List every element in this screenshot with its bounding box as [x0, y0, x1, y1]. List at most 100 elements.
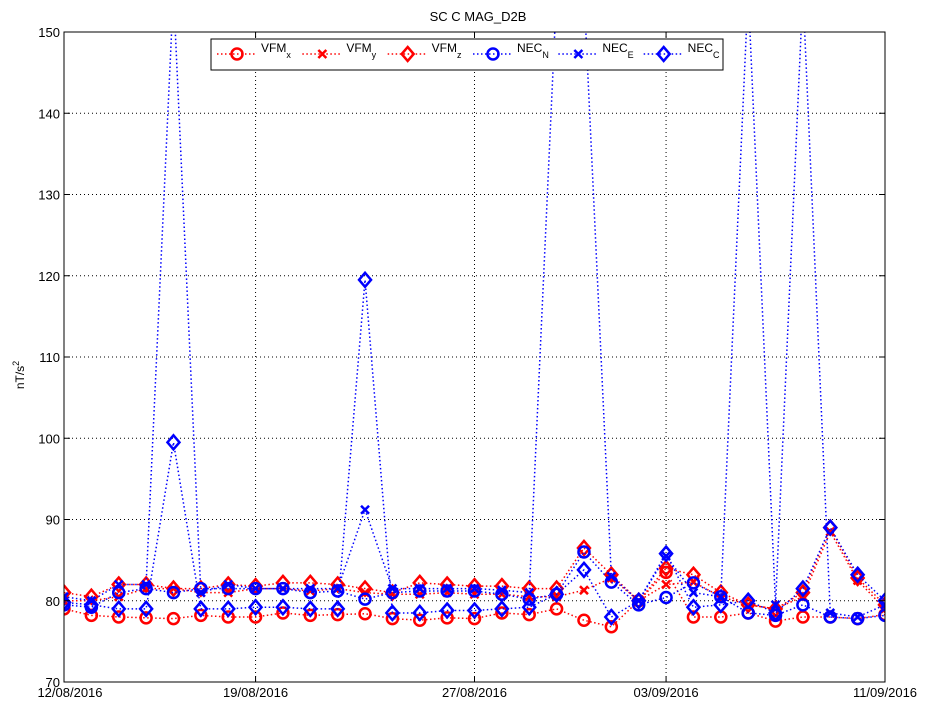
legend-marker — [230, 47, 244, 61]
data-point-vfm-x — [64, 602, 71, 616]
legend-box — [210, 38, 724, 71]
legend-label-name: VFM — [346, 41, 371, 55]
x-tick-label: 27/08/2016 — [442, 685, 507, 700]
y-tick-label: 110 — [39, 350, 60, 365]
legend-item-vfm-z: VFMz — [387, 41, 462, 63]
data-point-nec-e — [442, 583, 453, 594]
y-tick-label: 150 — [38, 25, 60, 40]
data-point-vfm-z — [439, 575, 455, 594]
data-point-nec-c — [193, 599, 209, 618]
data-point-nec-n — [878, 608, 885, 623]
data-point-vfm-x — [577, 613, 591, 627]
marker-stroke — [360, 504, 370, 515]
x-tick-label: 03/09/2016 — [634, 685, 699, 700]
marker-stroke — [414, 583, 425, 594]
legend-label: NECE — [602, 41, 633, 60]
data-point-nec-c — [412, 604, 428, 622]
marker-stroke — [880, 599, 885, 607]
data-point-nec-e — [86, 595, 97, 606]
data-point-nec-c — [767, 604, 784, 622]
data-point-vfm-z — [64, 583, 72, 602]
data-point-vfm-x — [303, 608, 318, 623]
data-point-nec-n — [796, 598, 810, 612]
data-point-nec-e — [825, 608, 836, 618]
legend-label-subscript: x — [286, 50, 291, 60]
data-point-vfm-x — [440, 611, 454, 625]
marker-stroke — [688, 587, 699, 598]
legend-marker — [317, 49, 328, 59]
legend: VFMx VFMy VFMz NECN NECE NECC — [210, 38, 724, 71]
legend-label: VFMz — [432, 41, 462, 60]
data-point-vfm-z — [548, 579, 565, 598]
legend-label-subscript: N — [542, 50, 549, 60]
data-point-nec-e — [387, 583, 398, 594]
marker-stroke — [469, 583, 480, 594]
marker-stroke — [305, 583, 316, 594]
legend-label-name: NEC — [602, 41, 628, 55]
legend-marker — [400, 45, 416, 63]
legend-label-subscript: z — [457, 50, 462, 60]
data-point-nec-e — [880, 599, 885, 610]
marker-stroke — [64, 598, 69, 606]
data-point-nec-c — [877, 591, 885, 610]
marker-stroke — [64, 591, 69, 599]
marker-stroke — [278, 583, 288, 594]
data-point-nec-e — [688, 587, 699, 598]
data-point-vfm-x — [604, 620, 619, 634]
data-point-nec-e — [496, 585, 507, 596]
data-point-nec-e — [113, 579, 124, 590]
data-point-nec-e — [332, 583, 343, 594]
data-point-vfm-z — [357, 579, 373, 598]
legend-item-nec-n: NECN — [473, 41, 549, 61]
data-point-nec-c — [658, 544, 674, 563]
data-point-nec-e — [141, 579, 151, 590]
legend-label: VFMy — [346, 41, 376, 60]
data-point-nec-e — [278, 583, 288, 594]
data-point-nec-c — [740, 591, 756, 610]
marker-stroke — [579, 585, 589, 596]
data-point-vfm-x — [248, 610, 263, 624]
data-point-nec-c — [576, 560, 592, 579]
data-point-nec-n — [358, 592, 372, 606]
y-axis-label-base: nT/s — [13, 366, 27, 389]
legend-item-nec-c: NECC — [643, 41, 720, 63]
marker-stroke — [880, 603, 885, 610]
data-point-nec-c — [357, 270, 373, 289]
data-point-nec-c — [220, 599, 236, 618]
legend-label-subscript: E — [628, 50, 634, 60]
data-point-vfm-x — [358, 607, 372, 621]
y-tick-label: 80 — [46, 594, 60, 609]
legend-label-name: NEC — [688, 41, 714, 55]
data-point-vfm-y — [825, 526, 836, 537]
data-point-vfm-y — [661, 579, 671, 590]
y-tick-label: 90 — [46, 513, 60, 528]
data-point-nec-e — [414, 583, 425, 594]
data-point-nec-n — [686, 576, 701, 590]
data-point-nec-n — [467, 584, 482, 598]
data-point-nec-c — [849, 565, 866, 584]
x-tick-label: 11/09/2016 — [853, 685, 917, 700]
marker-stroke — [825, 526, 836, 537]
marker-stroke — [524, 587, 535, 598]
data-point-nec-n — [440, 584, 454, 598]
legend-marker — [573, 49, 584, 59]
y-axis-label: nT/s2 — [11, 361, 27, 389]
data-point-nec-c — [603, 608, 619, 626]
data-point-vfm-x — [194, 608, 208, 623]
data-point-vfm-x — [686, 610, 701, 624]
marker-stroke — [113, 591, 124, 602]
data-point-nec-e — [469, 583, 480, 594]
data-point-nec-c — [275, 598, 291, 617]
legend-label-name: NEC — [517, 41, 543, 55]
marker-stroke — [317, 49, 328, 59]
series-nec-e — [64, 32, 885, 622]
data-point-nec-n — [166, 585, 181, 600]
data-point-vfm-z — [83, 587, 100, 606]
legend-item-vfm-y: VFMy — [302, 41, 377, 60]
marker-stroke — [250, 583, 261, 594]
data-point-nec-c — [302, 599, 318, 618]
data-point-vfm-z — [330, 575, 346, 594]
y-axis-label-superscript: 2 — [11, 361, 21, 366]
data-point-nec-c — [494, 599, 510, 618]
series-nec-c — [64, 270, 885, 626]
